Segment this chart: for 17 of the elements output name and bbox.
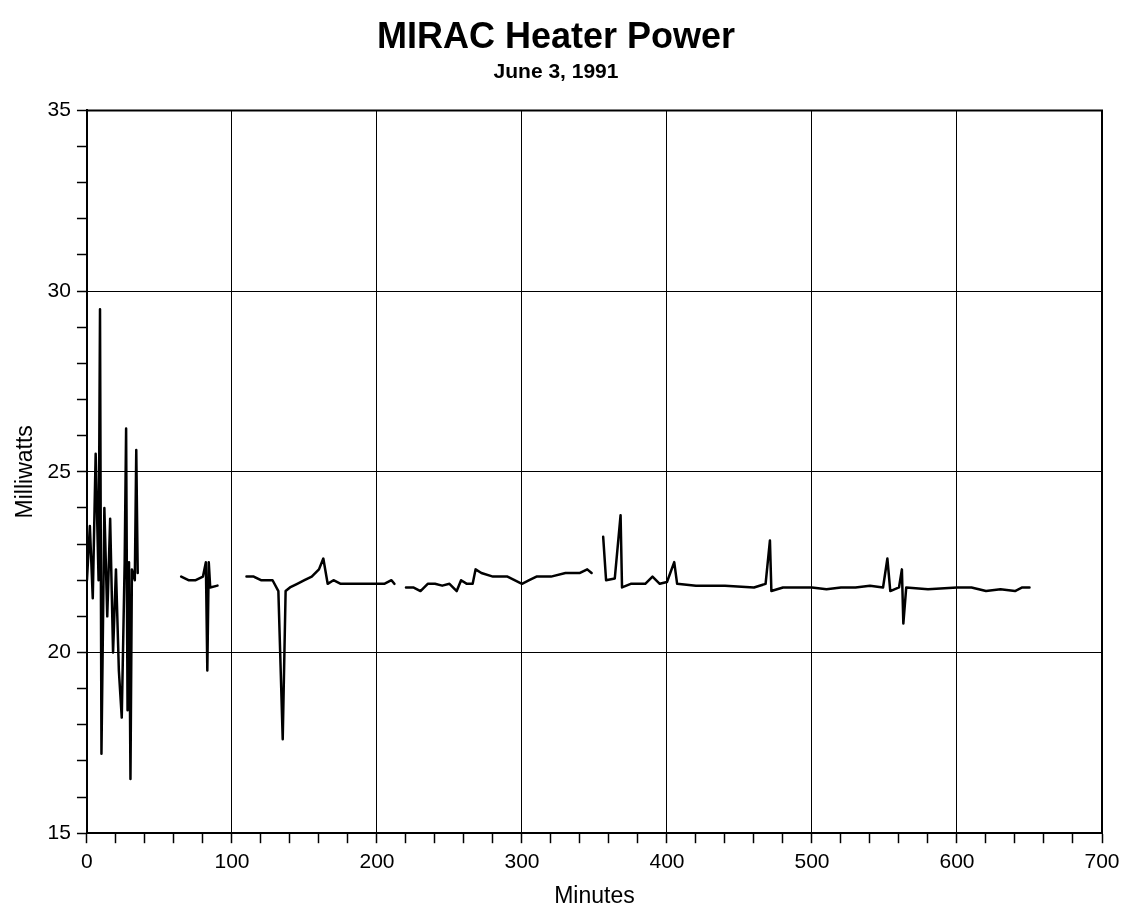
y-tick-label: 30 — [47, 277, 71, 301]
x-axis-title: Minutes — [554, 881, 635, 908]
chart-subtitle: June 3, 1991 — [493, 58, 619, 82]
x-tick-label: 100 — [214, 848, 250, 872]
x-tick-label: 0 — [81, 848, 93, 872]
x-tick-label: 600 — [939, 848, 975, 872]
y-tick-label: 35 — [47, 97, 71, 121]
chart-title: MIRAC Heater Power — [376, 14, 736, 56]
y-tick-label: 20 — [47, 639, 71, 663]
y-tick-label: 25 — [47, 458, 71, 482]
y-axis-title: Milliwatts — [11, 425, 38, 519]
x-tick-label: 300 — [504, 848, 540, 872]
x-tick-label: 400 — [649, 848, 685, 872]
x-tick-label: 200 — [359, 848, 395, 872]
x-tick-label: 500 — [794, 848, 830, 872]
x-tick-label: 700 — [1084, 848, 1120, 872]
y-tick-label: 15 — [47, 820, 71, 843]
